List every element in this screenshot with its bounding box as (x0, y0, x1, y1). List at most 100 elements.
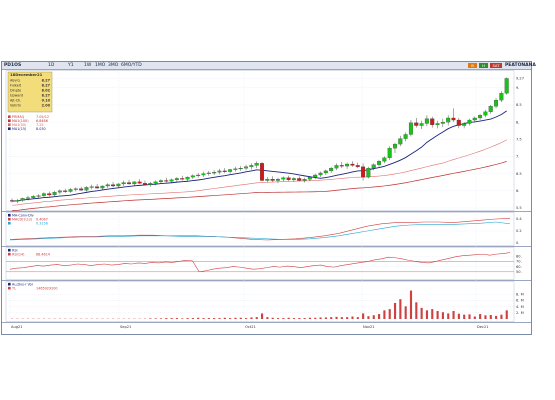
legend-label: MA1(100) (12, 119, 29, 123)
volume-bar (245, 318, 248, 319)
toolbar-button-sat[interactable]: SAT (490, 63, 502, 68)
candle (377, 161, 382, 165)
candle (286, 177, 291, 180)
volume-bar (175, 318, 179, 319)
info-box-label: Aijvrq (10, 79, 20, 83)
volume-bar (335, 316, 338, 319)
info-box-value: 8.27 (42, 94, 51, 98)
candle (302, 179, 307, 181)
info-box-value: 8.27 (42, 84, 51, 88)
legend-swatch (8, 282, 11, 286)
legend-value: 0.4067 (36, 218, 48, 222)
candle (164, 180, 169, 182)
volume-bar (489, 314, 492, 319)
candle (132, 181, 137, 185)
legend-swatch (8, 252, 11, 256)
volume-bar (420, 307, 423, 319)
info-box-value: 8.02 (42, 89, 51, 93)
candle (158, 180, 163, 183)
legend-swatch (8, 213, 11, 217)
candle (10, 200, 14, 202)
info-box-label: Ajt-Ch. (10, 99, 21, 103)
info-box-label: Vohrtn (10, 104, 21, 108)
series-line-ma15 (11, 110, 507, 202)
panel-frame-3 (5, 281, 515, 322)
volume-bar (250, 317, 253, 319)
y-tick-label: 7. (516, 155, 519, 159)
range-3mo[interactable]: 3MO (108, 63, 119, 68)
y-tick-label: 8.5 (516, 103, 522, 107)
y-tick-label: 80. (516, 254, 522, 258)
period-label[interactable]: 1D (48, 63, 55, 68)
candle (201, 173, 206, 176)
volume-bar (197, 317, 200, 319)
candle (260, 163, 264, 181)
info-box-value: 2.00 (42, 104, 51, 108)
volume-bar (452, 310, 455, 319)
y-tick-label: 0.4 (516, 217, 522, 221)
volume-bar (170, 318, 173, 319)
candle (95, 186, 100, 189)
candle (190, 175, 195, 178)
volume-bar (362, 313, 365, 319)
candle (47, 193, 52, 196)
info-box (7, 71, 53, 113)
candle (212, 172, 217, 174)
candle (169, 179, 174, 182)
candle (430, 118, 435, 125)
toolbar-button-b[interactable]: B (468, 63, 477, 68)
info-box-value: 8.27 (42, 79, 51, 83)
volume-bar (234, 317, 237, 319)
info-box-title: 18December21 (10, 72, 43, 77)
candle (392, 143, 397, 149)
candle (334, 165, 339, 169)
y-tick-label: 6. M (516, 299, 524, 303)
rsi-series-line (9, 252, 511, 273)
candle (121, 182, 126, 185)
candle (355, 165, 360, 167)
candle (361, 166, 366, 178)
x-tick-label: Aug21 (11, 325, 23, 329)
candle (281, 177, 286, 180)
x-tick-label: Oct21 (245, 325, 256, 329)
volume-bar (441, 312, 444, 319)
candle (222, 170, 227, 172)
volume-bar (207, 318, 210, 319)
volume-bar (425, 310, 429, 319)
range-1w[interactable]: 1W (84, 63, 92, 68)
zoom-label[interactable]: Y1 (68, 63, 74, 68)
range-1mo[interactable]: 1MO (95, 63, 106, 68)
range-6mo-ytd[interactable]: 6MO/YTD (121, 63, 142, 68)
volume-bar (431, 309, 434, 319)
candle (488, 106, 493, 112)
volume-bar (261, 313, 264, 319)
candle (84, 187, 89, 191)
volume-bar (399, 299, 402, 319)
volume-bar (447, 313, 450, 319)
volume-bar (404, 306, 407, 319)
candle (153, 181, 158, 184)
candle (419, 123, 424, 126)
candle (265, 179, 270, 181)
candle (57, 190, 62, 193)
toolbar-button-h[interactable]: H (479, 63, 488, 68)
candle (52, 192, 57, 196)
candle (142, 183, 147, 185)
candle (499, 93, 504, 101)
volume-bar (393, 302, 397, 319)
volume-bar (463, 314, 466, 319)
legend-label: MA1(50) (12, 123, 27, 127)
legend-swatch (8, 221, 11, 225)
volume-bar (324, 317, 327, 319)
y-tick-label: 60. (516, 265, 522, 269)
legend-label: RSI(14) (12, 253, 25, 257)
candle (307, 176, 312, 180)
volume-bar (495, 315, 498, 319)
y-tick-label: 0. (516, 241, 519, 245)
candle (31, 196, 36, 198)
volume-bar (271, 317, 274, 319)
volume-bar (346, 317, 349, 319)
symbol-label[interactable]: PD1OS (4, 63, 22, 68)
legend-swatch (8, 217, 11, 221)
legend-swatch (8, 127, 11, 130)
